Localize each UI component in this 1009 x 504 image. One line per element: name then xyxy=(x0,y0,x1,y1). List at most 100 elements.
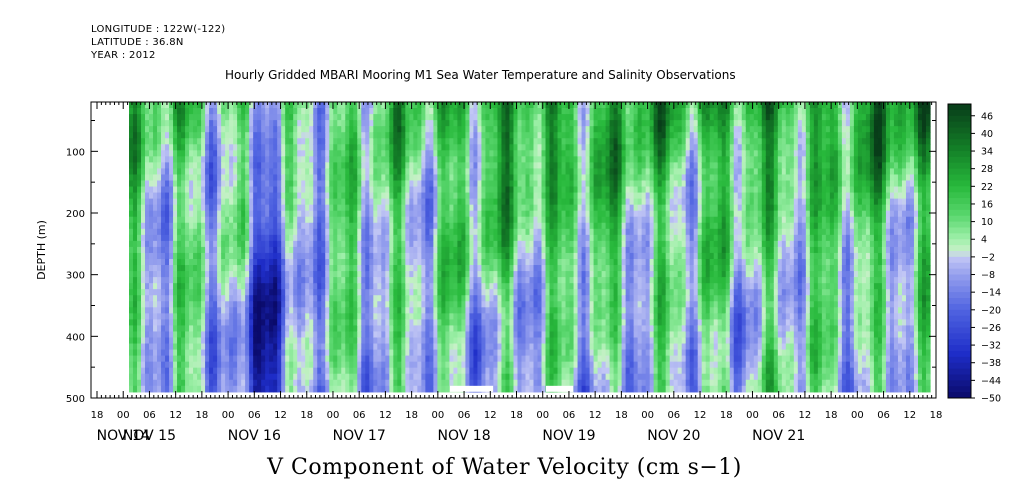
heatmap-cell xyxy=(277,258,282,266)
heatmap-cell xyxy=(161,204,166,212)
heatmap-cell xyxy=(153,210,158,218)
heatmap-cell xyxy=(529,156,535,163)
heatmap-cell xyxy=(533,361,539,369)
heatmap-cell xyxy=(485,331,491,339)
heatmap-cell xyxy=(441,349,446,357)
heatmap-cell xyxy=(309,102,314,109)
heatmap-cell xyxy=(141,295,146,302)
heatmap-cell xyxy=(509,156,515,163)
heatmap-cell xyxy=(397,337,402,345)
heatmap-cell xyxy=(365,228,370,236)
heatmap-cell xyxy=(441,265,446,272)
heatmap-cell xyxy=(129,283,134,290)
heatmap-cell xyxy=(433,132,438,139)
heatmap-cell xyxy=(509,114,515,121)
heatmap-cell xyxy=(213,258,218,266)
heatmap-cell xyxy=(493,240,499,248)
heatmap-cell xyxy=(245,150,250,157)
heatmap-cell xyxy=(197,325,202,333)
heatmap-cell xyxy=(297,210,302,218)
heatmap-cell xyxy=(169,192,174,200)
heatmap-cell xyxy=(173,307,178,314)
heatmap-cell xyxy=(413,246,418,254)
heatmap-cell xyxy=(281,228,286,236)
heatmap-cell xyxy=(169,114,174,121)
heatmap-cell xyxy=(537,349,543,357)
heatmap-cell xyxy=(269,228,274,236)
heatmap-cell xyxy=(461,216,467,224)
heatmap-cell xyxy=(437,156,442,163)
heatmap-cell xyxy=(329,156,334,163)
heatmap-cell xyxy=(161,192,166,200)
heatmap-cell xyxy=(481,355,487,363)
heatmap-cell xyxy=(405,313,410,320)
heatmap-cell xyxy=(513,198,519,206)
heatmap-cell xyxy=(293,240,298,248)
heatmap-cell xyxy=(373,162,378,170)
heatmap-cell xyxy=(257,174,262,182)
heatmap-cell xyxy=(293,180,298,188)
heatmap-cell xyxy=(205,355,210,363)
heatmap-cell xyxy=(449,379,454,387)
heatmap-cell xyxy=(309,114,314,121)
heatmap-cell xyxy=(281,234,286,242)
heatmap-cell xyxy=(317,156,322,163)
heatmap-cell xyxy=(485,337,491,345)
heatmap-cell xyxy=(385,138,390,145)
heatmap-cell xyxy=(205,174,210,182)
heatmap-cell xyxy=(229,210,234,218)
heatmap-cell xyxy=(233,331,238,339)
heatmap-cell xyxy=(361,114,366,121)
heatmap-cell xyxy=(445,198,450,206)
heatmap-cell xyxy=(461,174,467,182)
heatmap-cell xyxy=(457,108,463,115)
heatmap-cell xyxy=(193,271,198,278)
heatmap-cell xyxy=(233,277,238,284)
heatmap-cell xyxy=(149,343,154,351)
heatmap-cell xyxy=(393,120,398,127)
heatmap-cell xyxy=(237,319,242,327)
heatmap-cell xyxy=(273,228,278,236)
heatmap-cell xyxy=(129,313,134,320)
heatmap-cell xyxy=(245,258,250,266)
heatmap-cell xyxy=(525,313,531,320)
heatmap-cell xyxy=(233,240,238,248)
heatmap-cell xyxy=(433,301,438,308)
heatmap-cell xyxy=(353,186,358,194)
heatmap-cell xyxy=(453,277,458,284)
heatmap-cell xyxy=(473,126,479,133)
heatmap-cell xyxy=(169,385,174,393)
heatmap-cell xyxy=(405,204,410,212)
heatmap-cell xyxy=(513,349,519,357)
heatmap-cell xyxy=(257,283,262,290)
heatmap-cell xyxy=(505,373,511,381)
heatmap-cell xyxy=(377,325,382,333)
heatmap-cell xyxy=(325,289,330,296)
heatmap-cell xyxy=(249,228,254,236)
heatmap-cell xyxy=(289,349,294,357)
heatmap-cell xyxy=(485,277,491,284)
heatmap-cell xyxy=(345,234,350,242)
heatmap-cell xyxy=(433,361,438,369)
heatmap-cell xyxy=(385,216,390,224)
heatmap-cell xyxy=(465,126,471,133)
heatmap-cell xyxy=(229,108,234,115)
heatmap-cell xyxy=(437,150,442,157)
heatmap-cell xyxy=(521,234,527,242)
heatmap-cell xyxy=(509,108,515,115)
heatmap-cell xyxy=(329,313,334,320)
heatmap-cell xyxy=(337,349,342,357)
heatmap-cell xyxy=(261,252,266,260)
heatmap-cell xyxy=(393,355,398,363)
heatmap-cell xyxy=(369,216,374,224)
heatmap-cell xyxy=(241,162,246,170)
heatmap-cell xyxy=(241,277,246,284)
heatmap-cell xyxy=(285,108,290,115)
heatmap-cell xyxy=(197,228,202,236)
heatmap-cell xyxy=(293,126,298,133)
heatmap-cell xyxy=(533,162,539,170)
heatmap-cell xyxy=(433,258,438,266)
heatmap-cell xyxy=(345,283,350,290)
heatmap-cell xyxy=(325,204,330,212)
heatmap-cell xyxy=(433,319,438,327)
